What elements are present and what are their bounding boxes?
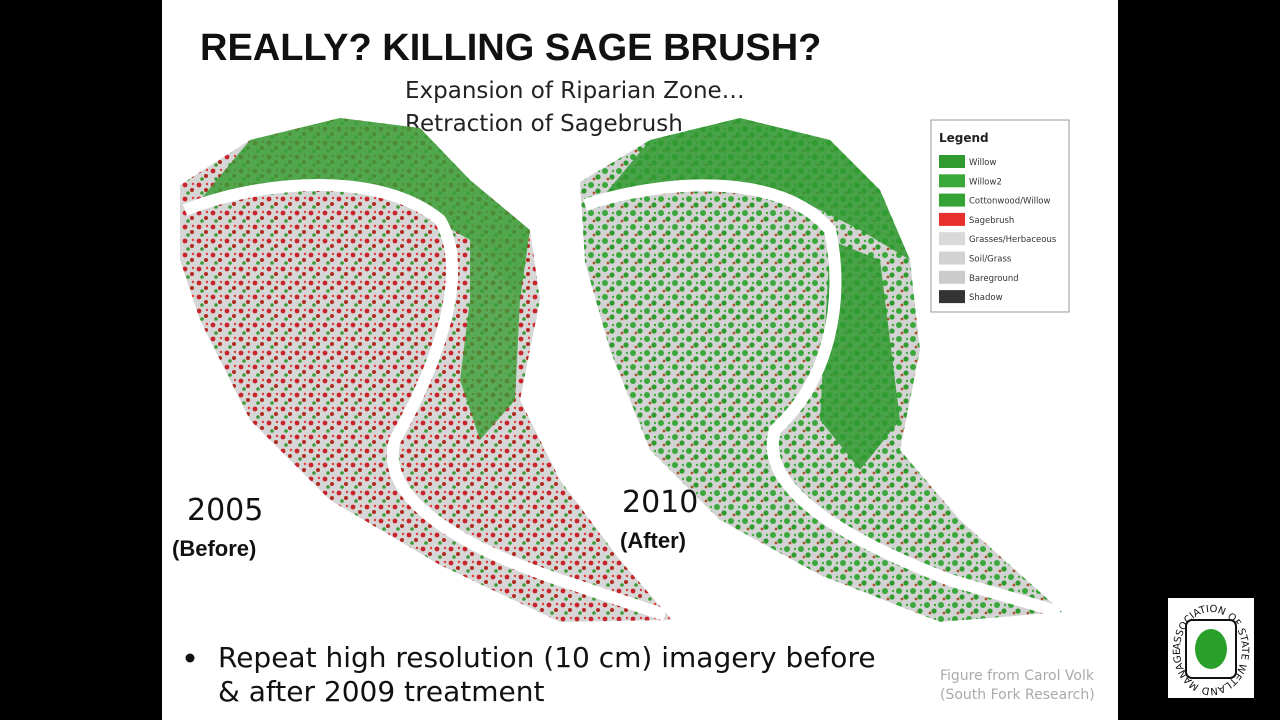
year-label: 2010 — [622, 485, 698, 520]
legend: Legend Willow Willow2 Cottonwood/Willow Sag… — [930, 119, 1070, 313]
legend-label: Bareground — [969, 274, 1019, 284]
legend-swatch — [939, 270, 965, 284]
period-label: (After) — [620, 528, 686, 553]
map-2005 — [180, 118, 672, 622]
legend-label: Soil/Grass — [969, 255, 1012, 265]
legend-swatch — [939, 290, 965, 304]
credit: Figure from Carol Volk — [940, 668, 1095, 684]
credit: (South Fork Research) — [940, 687, 1095, 703]
legend-label: Sagebrush — [969, 216, 1014, 226]
legend-swatch — [939, 232, 965, 246]
bullet-dot — [185, 653, 195, 663]
subtitle: Retraction of Sagebrush — [405, 111, 683, 137]
legend-swatch — [939, 212, 965, 226]
period-label: (Before) — [172, 536, 256, 561]
year-label: 2005 — [187, 493, 263, 528]
slide-title: REALLY? KILLING SAGE BRUSH? — [200, 27, 821, 69]
legend-label: Grasses/Herbaceous — [969, 235, 1057, 245]
legend-title: Legend — [939, 131, 989, 145]
map-2010 — [580, 118, 1062, 622]
legend-label: Cottonwood/Willow — [969, 197, 1051, 207]
legend-label: Shadow — [969, 293, 1003, 303]
legend-swatch — [939, 155, 965, 168]
bullet-text: & after 2009 treatment — [218, 675, 545, 708]
legend-label: Willow2 — [969, 177, 1002, 187]
bullet-text: Repeat high resolution (10 cm) imagery b… — [218, 641, 876, 674]
legend-label: Willow — [969, 158, 997, 168]
legend-swatch — [939, 193, 965, 207]
subtitle: Expansion of Riparian Zone… — [405, 78, 745, 104]
legend-swatch — [939, 251, 965, 265]
logo-frog — [1195, 629, 1227, 669]
legend-swatch — [939, 174, 965, 188]
